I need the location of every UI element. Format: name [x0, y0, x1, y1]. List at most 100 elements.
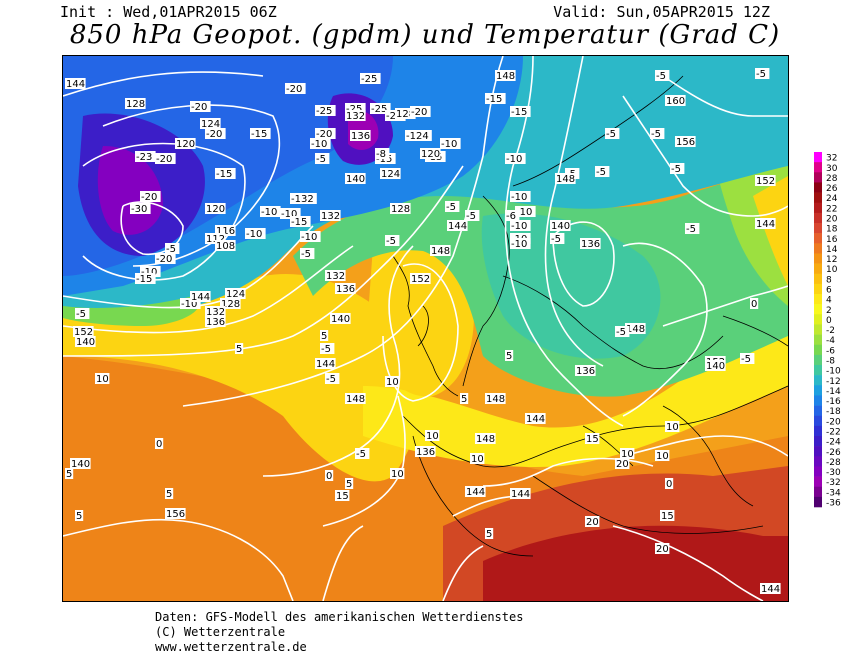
contour-label: 144 — [756, 219, 775, 230]
contour-label-box — [385, 235, 400, 246]
contour-label-box — [320, 210, 341, 221]
legend-label: -34 — [826, 488, 841, 498]
contour-label: 148 — [626, 324, 645, 335]
contour-label-box — [470, 453, 485, 464]
contour-label: -10 — [441, 139, 457, 150]
contour-label-box — [465, 210, 480, 221]
contour-label: 20 — [616, 459, 629, 470]
contour-label: -8 — [376, 149, 386, 160]
legend-label: -24 — [826, 438, 841, 448]
contour-label-box — [555, 173, 576, 184]
legend-swatch — [814, 283, 822, 295]
contour-label-box — [495, 70, 516, 81]
legend-swatch — [814, 436, 822, 447]
contour-label-box — [510, 106, 531, 117]
contour-label: -5 — [166, 244, 176, 255]
contour-label: 156 — [166, 509, 185, 520]
contour-label: 5 — [321, 331, 327, 342]
legend-label: -14 — [826, 387, 841, 397]
legend-label: -6 — [826, 346, 835, 356]
legend-swatch — [814, 152, 822, 163]
contour-label: -20 — [191, 102, 207, 113]
contour-label: 10 — [666, 422, 679, 433]
contour-label-box — [395, 108, 416, 119]
contour-label: 132 — [346, 111, 365, 122]
contour-label: 136 — [336, 284, 355, 295]
contour-label: 144 — [761, 584, 780, 595]
contour-label-box — [615, 326, 630, 337]
contour-label: -124 — [406, 131, 429, 142]
contour-label-box — [165, 243, 180, 254]
contour-label: -15 — [136, 274, 152, 285]
contour-label-box — [615, 458, 630, 469]
contour-label: -5 — [301, 249, 311, 260]
contour-label: 0 — [156, 439, 162, 450]
contour-label-box — [755, 68, 770, 79]
contour-label-box — [75, 510, 84, 521]
legend-swatch — [814, 314, 822, 325]
contour-label: 148 — [476, 434, 495, 445]
legend-label: 16 — [826, 235, 838, 245]
legend-label: 4 — [826, 296, 832, 306]
contour-label-box — [75, 336, 96, 347]
legend-label: -36 — [826, 499, 841, 509]
contour-label: -10 — [246, 229, 262, 240]
contour-label: -5 — [671, 164, 681, 175]
contour-label-box — [325, 470, 334, 481]
contour-label: -25 — [346, 104, 362, 115]
contour-label: 148 — [496, 71, 515, 82]
contour-label-box — [475, 433, 496, 444]
contour-label-box — [320, 330, 329, 341]
contour-label: 132 — [326, 271, 345, 282]
contour-label: 120 — [421, 149, 440, 160]
contour-label-box — [125, 98, 146, 109]
contour-label: -5 — [656, 71, 666, 82]
contour-label-box — [485, 393, 506, 404]
contour-label: -10 — [511, 221, 527, 232]
contour-label: 140 — [346, 174, 365, 185]
contour-label-box — [135, 151, 156, 162]
contour-label: 10 — [96, 374, 109, 385]
legend-label: -30 — [826, 468, 841, 478]
contour-label: 152 — [74, 327, 93, 338]
contour-label: -10 — [141, 267, 157, 278]
contour-label: -5 — [741, 354, 751, 365]
contour-label: -15 — [251, 129, 267, 140]
contour-label: 15 — [661, 511, 674, 522]
contour-label: -5 — [356, 449, 366, 460]
contour-label-box — [180, 298, 201, 309]
website-link[interactable]: www.wetterzentrale.de — [155, 640, 307, 654]
legend-label: 0 — [826, 316, 832, 326]
legend-swatch — [814, 162, 822, 173]
contour-label: 140 — [71, 459, 90, 470]
contour-label: -5 — [686, 224, 696, 235]
copyright: (C) Wetterzentrale — [155, 625, 286, 639]
contour-label-box — [190, 101, 211, 112]
legend-swatch — [814, 223, 822, 234]
legend-swatch — [814, 172, 822, 183]
legend-swatch — [814, 375, 822, 386]
contour-label: 148 — [346, 394, 365, 405]
contour-label-box — [505, 153, 526, 164]
legend-label: 10 — [826, 265, 838, 275]
contour-label: 10 — [391, 469, 404, 480]
contour-label: -20 — [156, 254, 172, 265]
contour-label-box — [460, 393, 469, 404]
contour-label-box — [135, 273, 156, 284]
legend-swatch — [814, 466, 822, 477]
contour-label-box — [655, 450, 670, 461]
contour-label-box — [525, 413, 546, 424]
contour-label-box — [415, 446, 436, 457]
contour-label-box — [515, 206, 536, 217]
contour-label: 140 — [76, 337, 95, 348]
contour-label-box — [225, 288, 246, 299]
legend-swatch — [814, 496, 822, 508]
contour-label: -20 — [141, 192, 157, 203]
contour-label-box — [315, 128, 336, 139]
contour-label: -10 — [181, 299, 197, 310]
contour-label-box — [130, 203, 151, 214]
contour-label: -25 — [361, 74, 377, 85]
isolines — [63, 56, 788, 601]
contour-label-box — [315, 153, 330, 164]
contour-label: -5 — [321, 344, 331, 355]
